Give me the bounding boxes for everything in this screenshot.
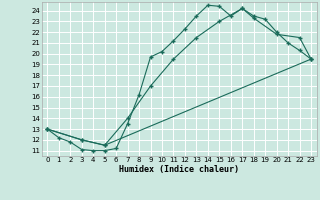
X-axis label: Humidex (Indice chaleur): Humidex (Indice chaleur) [119,165,239,174]
